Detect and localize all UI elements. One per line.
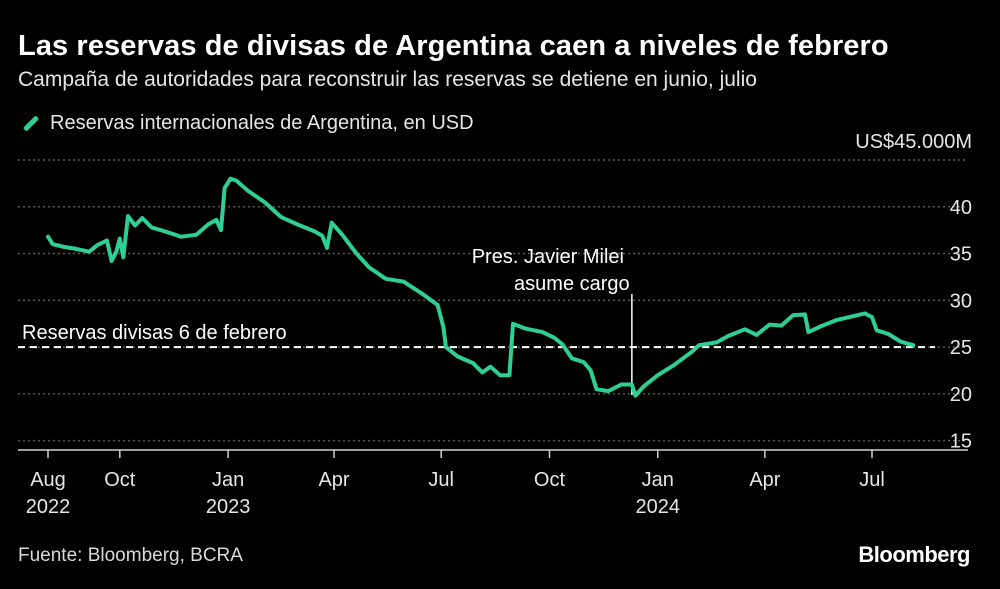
legend-label: Reservas internacionales de Argentina, e… xyxy=(50,112,474,134)
x-tick-year-label: 2022 xyxy=(26,496,71,518)
series-line-0 xyxy=(46,176,916,398)
y-tick-label: 20 xyxy=(950,384,972,406)
y-tick-label: 30 xyxy=(950,290,972,312)
source-note: Fuente: Bloomberg, BCRA xyxy=(18,545,243,566)
y-tick-label: 25 xyxy=(950,337,972,359)
x-axis: Aug 2022 Oct Jan 2023 Apr Jul Oct Jan 2024 Apr Jul xyxy=(18,449,968,518)
x-tick-label: Jul xyxy=(859,469,885,491)
x-tick-label: Apr xyxy=(749,469,780,491)
x-tick-label: Jan xyxy=(642,469,674,491)
x-tick-label: Oct xyxy=(104,469,136,491)
x-tick-label: Oct xyxy=(534,469,566,491)
x-tick-label: Jan xyxy=(212,469,244,491)
x-tick-label: Aug xyxy=(30,469,66,491)
y-axis: US$45.000M 15 20 25 30 35 40 xyxy=(855,131,972,453)
grid-lines xyxy=(18,159,968,442)
reference-line: Reservas divisas 6 de febrero xyxy=(18,322,935,349)
series-reserves xyxy=(46,176,916,398)
y-tick-label: 15 xyxy=(950,431,972,453)
x-tick-year-label: 2023 xyxy=(206,496,251,518)
reference-line-label: Reservas divisas 6 de febrero xyxy=(22,322,287,344)
y-tick-label: 40 xyxy=(950,197,972,219)
x-tick-year-label: 2024 xyxy=(636,496,681,518)
y-tick-label: 35 xyxy=(950,244,972,266)
annotation-label-line2: asume cargo xyxy=(514,273,630,295)
x-tick-label: Jul xyxy=(428,469,454,491)
y-axis-unit-label: US$45.000M xyxy=(855,131,972,153)
annotation-label-line1: Pres. Javier Milei xyxy=(472,246,624,268)
milei-annotation: Pres. Javier Milei asume cargo xyxy=(472,246,633,395)
x-tick-label: Apr xyxy=(318,469,349,491)
bloomberg-logo: Bloomberg xyxy=(858,542,970,567)
legend: Reservas internacionales de Argentina, e… xyxy=(18,112,474,135)
chart-subtitle: Campaña de autoridades para reconstruir … xyxy=(18,68,757,91)
chart-title: Las reservas de divisas de Argentina cae… xyxy=(18,30,889,62)
